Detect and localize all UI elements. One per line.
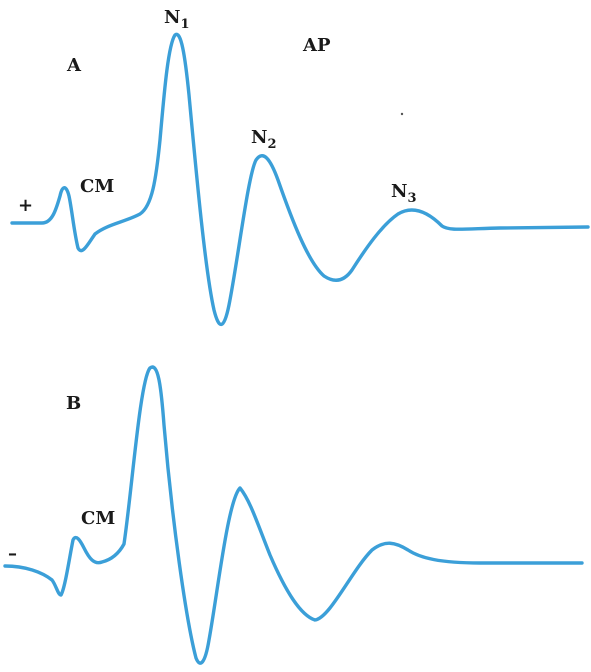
peak-label-n2-subscript: 2	[267, 137, 276, 152]
panel-a-ap-label: AP	[302, 35, 331, 56]
peak-label-n3: N3	[391, 181, 417, 206]
trace-b-waveform	[3, 365, 584, 665]
peak-label-n1: N1	[164, 7, 190, 32]
panel-b-polarity-sign: –	[8, 543, 17, 564]
scan-speck	[400, 112, 404, 116]
peak-label-n3-subscript: 3	[407, 191, 416, 206]
panel-a-polarity-sign: +	[18, 195, 33, 216]
panel-a-cm-label: CM	[80, 176, 114, 197]
peak-label-n1-subscript: 1	[180, 17, 189, 32]
trace-a-waveform	[10, 32, 590, 327]
peak-label-n2: N2	[251, 127, 277, 152]
peak-label-n2-name: N	[251, 127, 267, 148]
peak-label-n3-name: N	[391, 181, 407, 202]
panel-a-letter: A	[66, 55, 82, 76]
panel-b-letter: B	[66, 393, 81, 414]
peak-label-n1-name: N	[164, 7, 180, 28]
panel-b-cm-label: CM	[81, 508, 115, 529]
